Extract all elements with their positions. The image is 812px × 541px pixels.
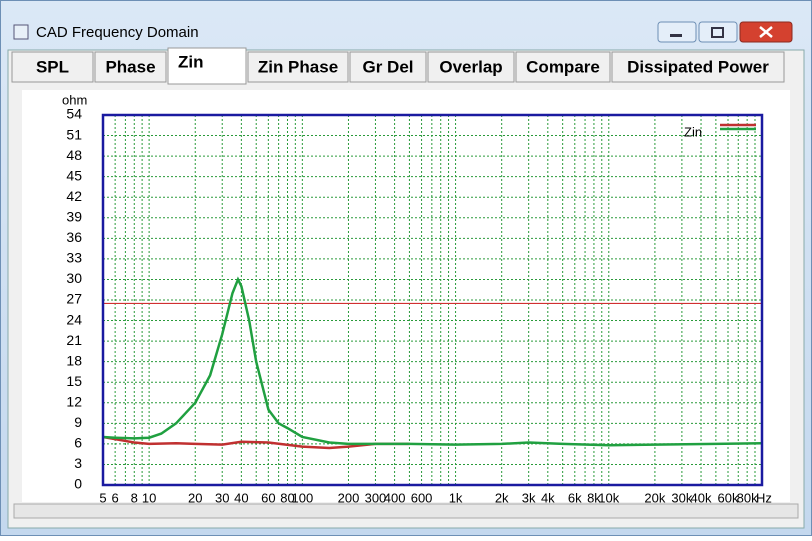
- tab-label: SPL: [36, 57, 69, 76]
- x-tick-label: 60k: [718, 490, 739, 505]
- scrollbar[interactable]: [13, 503, 799, 519]
- y-tick-label: 24: [66, 311, 82, 327]
- tab-label: Overlap: [439, 57, 502, 76]
- x-tick-label: 40k: [691, 490, 712, 505]
- x-tick-label: 2k: [495, 490, 509, 505]
- x-tick-label: 4k: [541, 490, 555, 505]
- x-tick-label: 20k: [644, 490, 665, 505]
- x-tick-label: 1k: [449, 490, 463, 505]
- x-tick-label: 300: [365, 490, 387, 505]
- x-tick-label: 80k: [737, 490, 758, 505]
- tab-label: Compare: [526, 57, 600, 76]
- close-icon: [759, 26, 773, 38]
- legend-label: Zin: [684, 124, 702, 139]
- x-tick-label: 10: [142, 490, 156, 505]
- x-tick-label: 400: [384, 490, 406, 505]
- x-tick-label: 5: [99, 490, 106, 505]
- x-tick-label: 10k: [598, 490, 619, 505]
- x-tick-label: 20: [188, 490, 202, 505]
- x-tick-label: 80: [280, 490, 294, 505]
- y-tick-label: 30: [66, 270, 82, 286]
- y-tick-label: 0: [74, 476, 82, 492]
- x-tick-label: 100: [291, 490, 313, 505]
- y-tick-label: 48: [66, 147, 82, 163]
- tab[interactable]: [167, 47, 247, 85]
- series-line: [102, 435, 410, 450]
- x-tick-label: 40: [234, 490, 248, 505]
- y-tick-label: 6: [74, 435, 82, 451]
- maximize-button[interactable]: [698, 21, 738, 43]
- x-tick-label: 200: [338, 490, 360, 505]
- tab[interactable]: [515, 51, 611, 83]
- x-tick-label: 6k: [568, 490, 582, 505]
- tab[interactable]: [11, 51, 94, 83]
- tab[interactable]: [247, 51, 349, 83]
- x-tick-label: 60: [261, 490, 275, 505]
- x-tick-label: 600: [411, 490, 433, 505]
- x-tick-label: 3k: [522, 490, 536, 505]
- y-tick-label: 15: [66, 373, 82, 389]
- minimize-button[interactable]: [657, 21, 697, 43]
- tab-label: Phase: [105, 57, 155, 76]
- window-icon: [13, 24, 29, 40]
- y-tick-label: 12: [66, 393, 82, 409]
- maximize-icon: [711, 27, 724, 38]
- y-tick-label: 45: [66, 167, 82, 183]
- y-tick-label: 3: [74, 455, 82, 471]
- tab-label: Zin: [178, 52, 204, 71]
- tab-label: Zin Phase: [258, 57, 338, 76]
- tab-label: Gr Del: [362, 57, 413, 76]
- y-unit-label: ohm: [62, 92, 87, 107]
- y-tick-label: 18: [66, 352, 82, 368]
- y-tick-label: 54: [66, 106, 82, 122]
- x-tick-label: 6: [112, 490, 119, 505]
- tab[interactable]: [611, 51, 785, 83]
- y-tick-label: 9: [74, 414, 82, 430]
- y-tick-label: 42: [66, 188, 82, 204]
- x-unit-label: Hz: [756, 490, 772, 505]
- tab[interactable]: [349, 51, 427, 83]
- tab[interactable]: [427, 51, 515, 83]
- x-tick-label: 30: [215, 490, 229, 505]
- x-tick-label: 8k: [587, 490, 601, 505]
- tab[interactable]: [94, 51, 167, 83]
- x-tick-label: 8: [131, 490, 138, 505]
- minimize-icon: [670, 34, 682, 37]
- y-tick-label: 21: [66, 332, 82, 348]
- y-tick-label: 39: [66, 208, 82, 224]
- y-tick-label: 27: [66, 291, 82, 307]
- y-tick-label: 51: [66, 126, 82, 142]
- series-line: [102, 276, 763, 447]
- x-tick-label: 30k: [671, 490, 692, 505]
- y-tick-label: 36: [66, 229, 82, 245]
- window-title: CAD Frequency Domain: [36, 24, 199, 41]
- y-tick-label: 33: [66, 250, 82, 266]
- plot-border: [101, 113, 764, 487]
- tab-label: Dissipated Power: [627, 57, 769, 76]
